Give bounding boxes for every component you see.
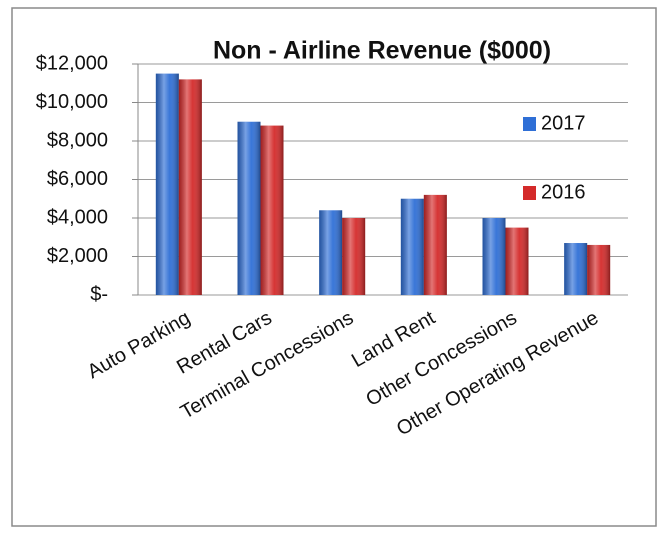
y-tick-label: $2,000 xyxy=(47,245,108,267)
chart-title: Non - Airline Revenue ($000) xyxy=(213,37,551,65)
bar-shine xyxy=(564,243,588,295)
y-tick-label: $8,000 xyxy=(47,129,108,151)
y-tick-label: $- xyxy=(90,283,108,305)
y-tick-label: $12,000 xyxy=(36,52,108,74)
bar-shine xyxy=(423,194,447,295)
bar-shine xyxy=(342,218,366,295)
legend-label: 2017 xyxy=(541,112,586,134)
legend-swatch xyxy=(523,117,536,131)
bar-shine xyxy=(587,244,611,295)
y-tick-label: $6,000 xyxy=(47,168,108,190)
bar-shine xyxy=(237,121,261,295)
bar-shine xyxy=(155,73,179,295)
bar-shine xyxy=(482,218,506,295)
legend-label: 2016 xyxy=(541,181,586,203)
bar-shine xyxy=(319,210,343,295)
bar-shine xyxy=(178,79,202,296)
bar-shine xyxy=(505,227,529,295)
y-tick-label: $4,000 xyxy=(47,206,108,228)
bar-shine xyxy=(400,198,424,295)
bar-shine xyxy=(260,125,284,295)
y-tick-label: $10,000 xyxy=(36,91,108,113)
legend-swatch xyxy=(523,186,536,200)
